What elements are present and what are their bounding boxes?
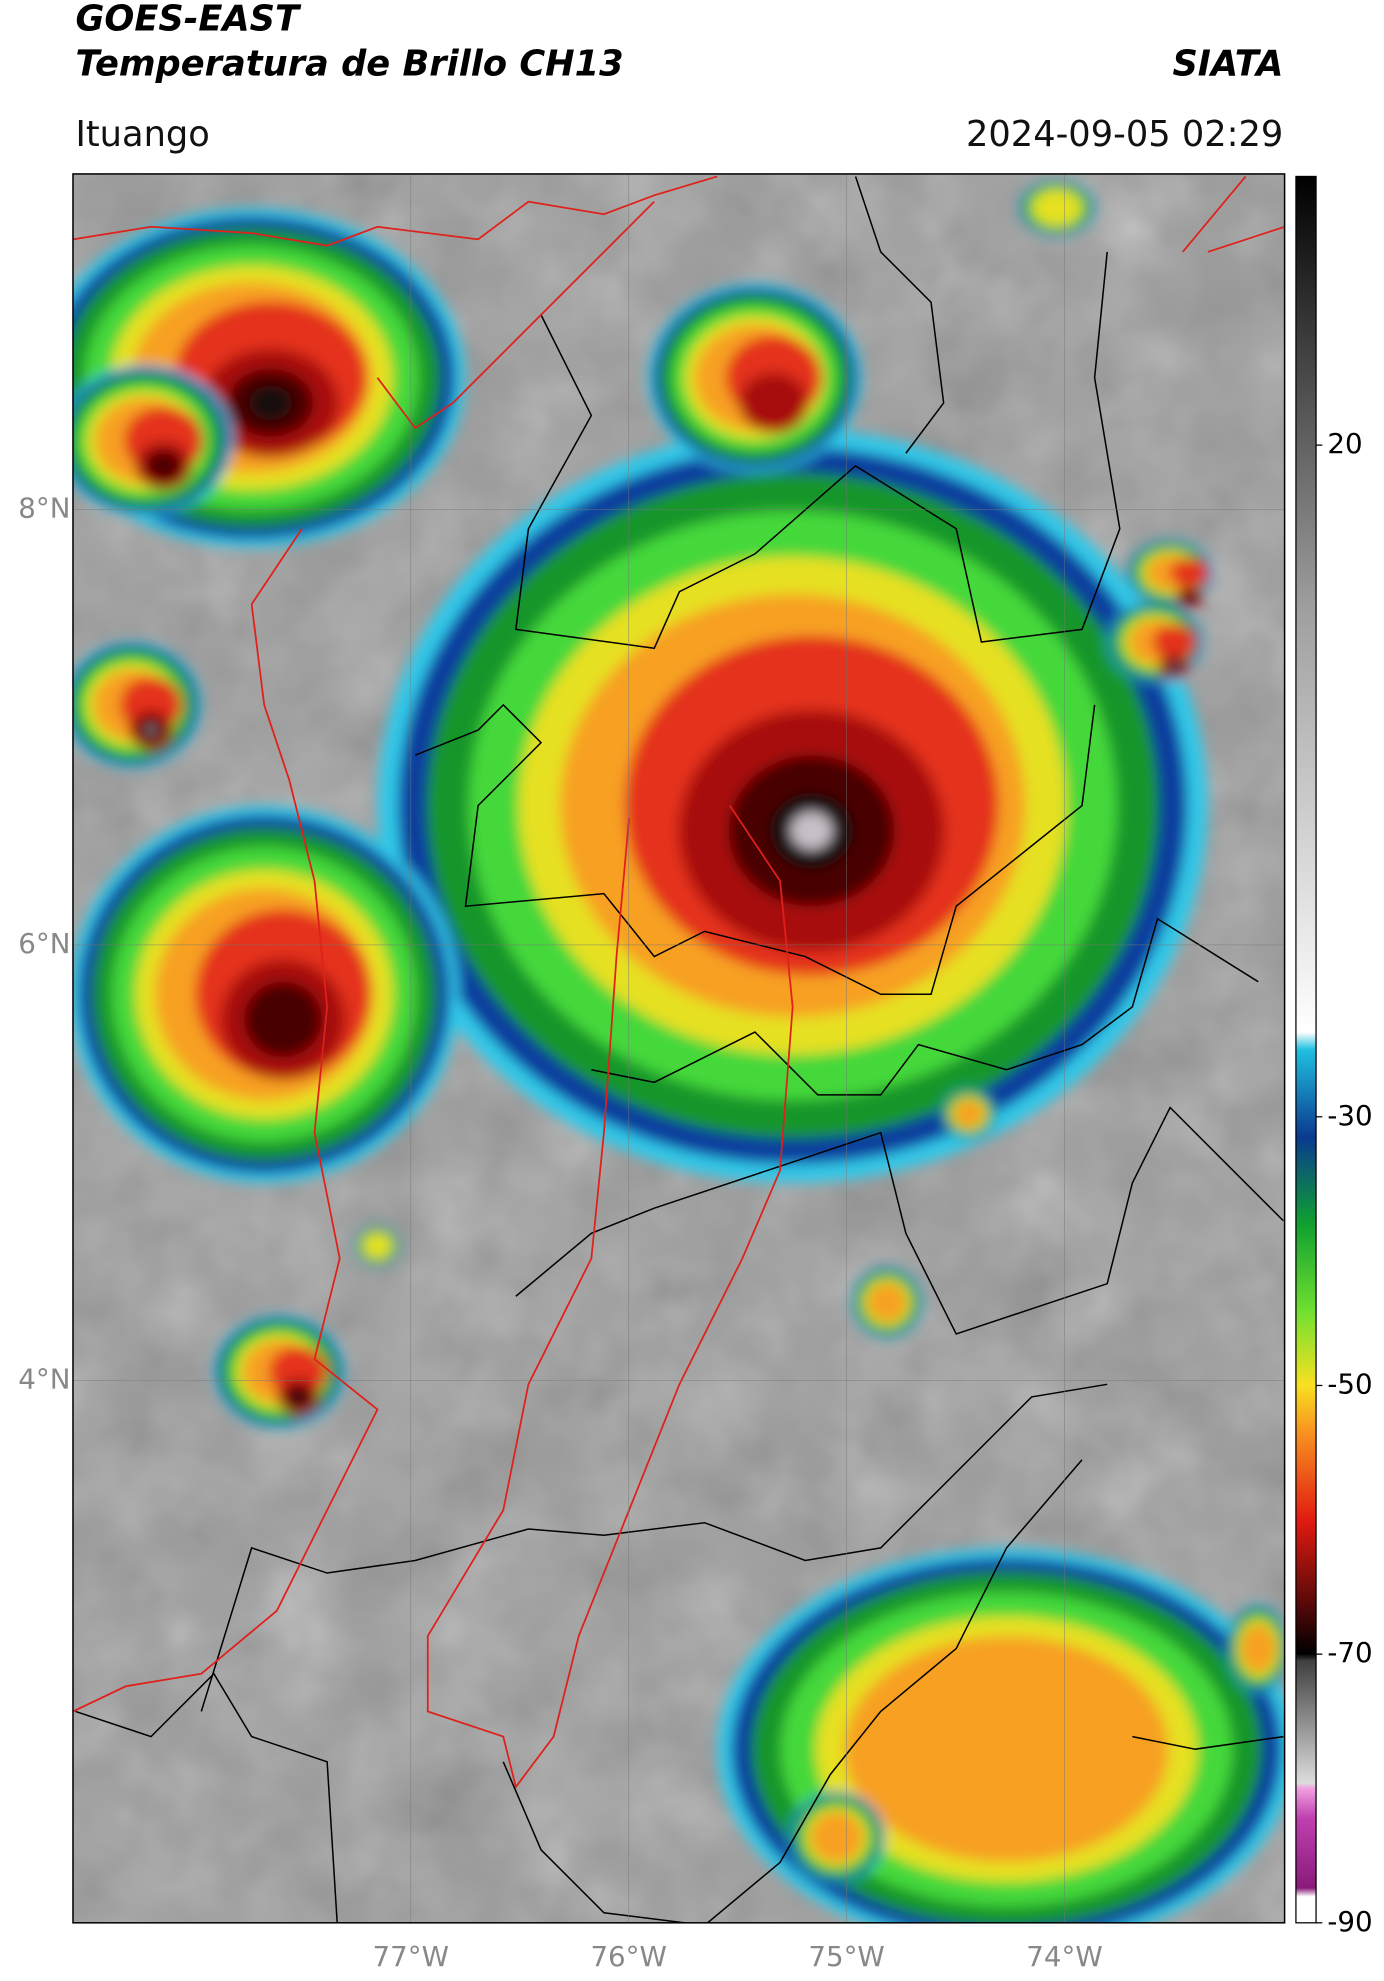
- cloud-layer: [249, 385, 292, 420]
- cloud-layer: [145, 450, 182, 481]
- map-image: [72, 173, 1285, 1923]
- lon-label: 74°W: [1026, 1940, 1102, 1973]
- cloud-layer: [1169, 558, 1209, 588]
- cloud-layer: [809, 1811, 864, 1863]
- colorbar-label: -90: [1327, 1905, 1372, 1938]
- cloud-layer: [1240, 1623, 1276, 1674]
- colorbar-label: -70: [1327, 1636, 1372, 1669]
- cloud-layer: [739, 372, 809, 434]
- subtitle: Temperatura de Brillo CH13: [75, 44, 623, 85]
- lon-label: 75°W: [808, 1940, 884, 1973]
- location: Ituango: [75, 114, 209, 155]
- datetime: 2024-09-05 02:29: [966, 114, 1283, 155]
- brand: SIATA: [1172, 44, 1283, 85]
- cloud-layer: [147, 726, 155, 734]
- cloud-layer: [953, 1099, 985, 1128]
- cloud-layer: [244, 981, 323, 1058]
- lat-label: 6°N: [18, 927, 70, 960]
- lon-label: 76°W: [590, 1940, 666, 1973]
- colorbar-label: -50: [1327, 1367, 1372, 1400]
- cloud-layer: [362, 1232, 393, 1260]
- lon-label: 77°W: [373, 1940, 449, 1973]
- colorbar: [1295, 175, 1317, 1924]
- cloud-layer: [1184, 594, 1194, 602]
- colorbar-label: 20: [1327, 427, 1362, 460]
- title: GOES-EAST: [75, 0, 302, 39]
- cloud-layer: [1171, 665, 1177, 670]
- lat-label: 4°N: [18, 1363, 70, 1396]
- cloud-layer: [1031, 189, 1082, 227]
- map-frame: [72, 173, 1286, 1924]
- boundaries: [75, 176, 1284, 1923]
- cloud-layer: [867, 1282, 907, 1323]
- cloud-layer: [291, 1391, 305, 1403]
- borders: [72, 175, 1285, 1789]
- cloud-layer: [1152, 623, 1196, 661]
- cloud-layer: [790, 811, 833, 850]
- lat-label: 8°N: [18, 491, 70, 524]
- cloud-layer: [844, 1636, 1169, 1862]
- colorbar-label: -30: [1327, 1099, 1372, 1132]
